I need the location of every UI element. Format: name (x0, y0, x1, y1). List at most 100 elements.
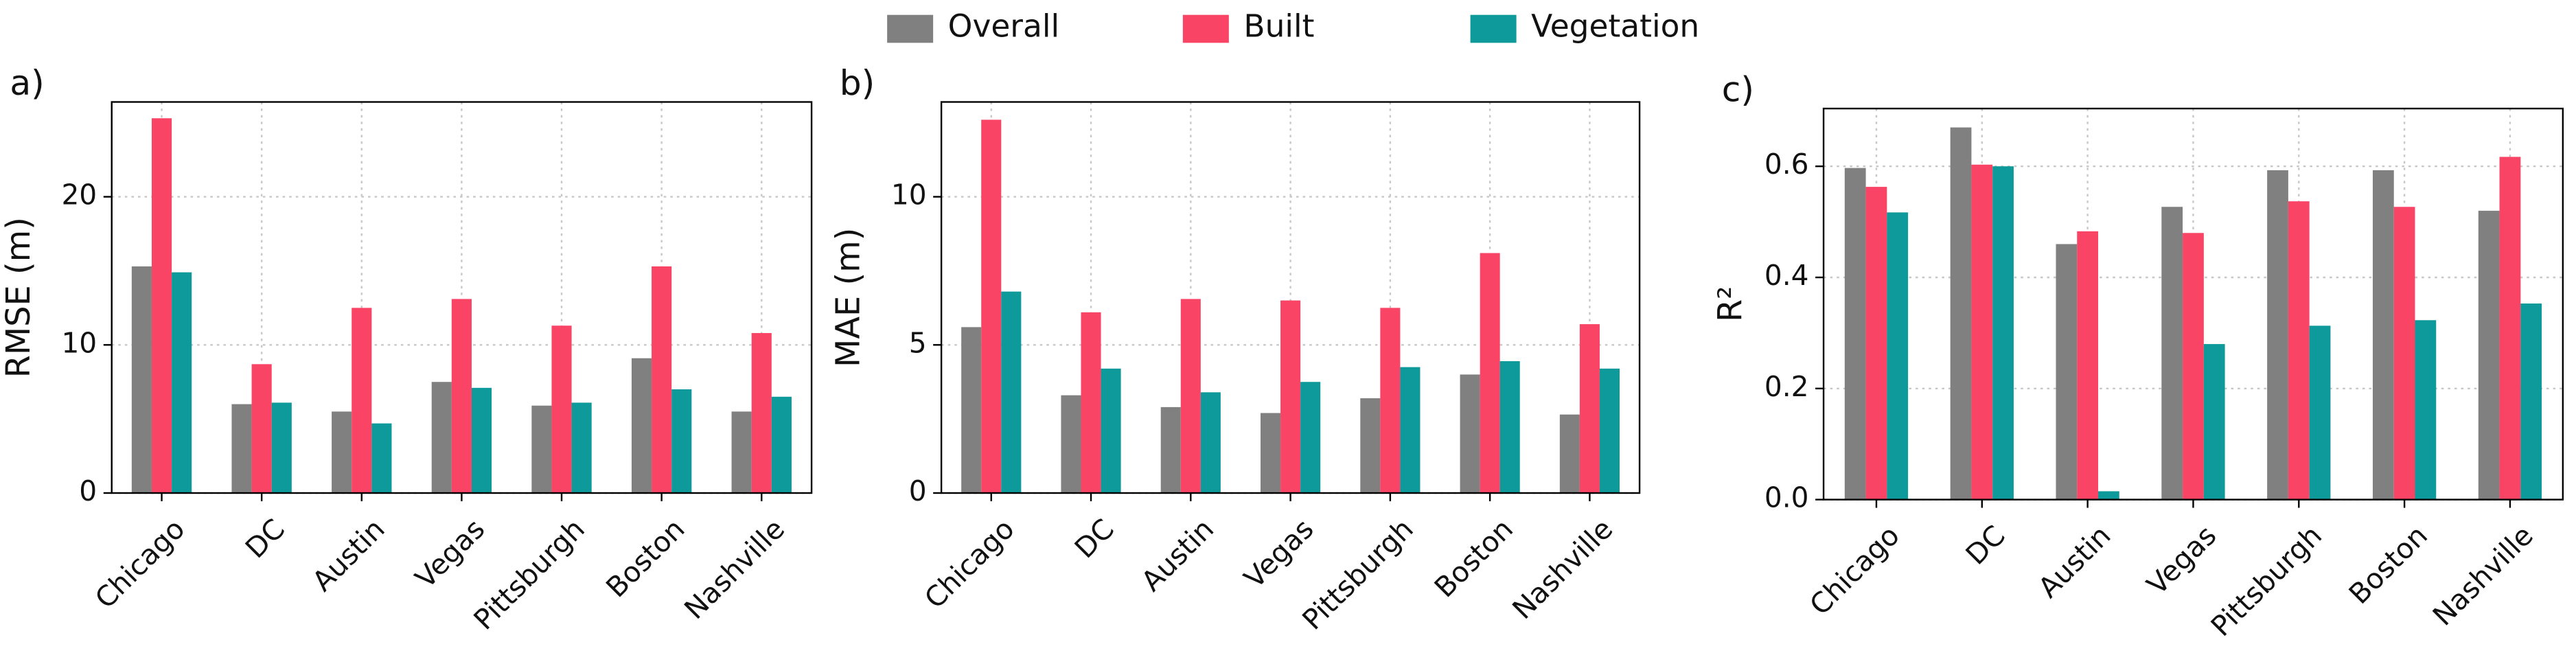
x-tick-label: Vegas (2140, 519, 2222, 602)
x-tick-label: Chicago (918, 512, 1020, 615)
bar (1360, 398, 1381, 493)
bar (751, 333, 772, 493)
bar (1887, 212, 1909, 500)
bar (1380, 308, 1401, 493)
bar (352, 308, 372, 493)
y-tick-label: 0.0 (1764, 481, 1809, 514)
x-tick-label: DC (1959, 519, 2012, 571)
bar (1101, 368, 1121, 493)
bar (2267, 170, 2288, 500)
bar (2203, 344, 2225, 500)
bar (551, 325, 572, 493)
axes-frame (111, 101, 813, 494)
x-tick-label: Nashville (678, 512, 791, 626)
bar (172, 272, 192, 493)
x-tick-label: Boston (1428, 512, 1519, 604)
bar (1081, 312, 1101, 493)
bar (2288, 201, 2310, 500)
bar (332, 411, 352, 493)
bar (1061, 395, 1081, 493)
panel-label: a) (10, 62, 44, 103)
bar (471, 387, 492, 493)
legend-swatch (887, 14, 934, 43)
bar (1300, 382, 1321, 493)
bar (1400, 367, 1421, 493)
y-tick-label: 10 (891, 179, 927, 211)
bar (1480, 253, 1500, 493)
y-tick-label: 0.2 (1764, 370, 1809, 403)
x-tick-label: Austin (1135, 512, 1220, 597)
y-tick-label: 0.6 (1764, 148, 1809, 181)
bar (1200, 392, 1221, 493)
bar (2499, 157, 2521, 500)
bar (571, 402, 592, 493)
x-tick-label: Vegas (409, 512, 491, 595)
bar (671, 389, 692, 493)
legend-label: Overall (948, 8, 1059, 44)
legend-swatch (1182, 14, 1229, 43)
bar (1261, 413, 1281, 493)
bar (631, 358, 652, 493)
x-tick-label: Austin (306, 512, 391, 597)
bar (652, 266, 672, 493)
bar (1844, 168, 1866, 500)
bar (431, 382, 452, 493)
bar (981, 119, 1002, 494)
bar (251, 364, 272, 493)
bar (1180, 299, 1201, 493)
x-tick-label: DC (239, 512, 291, 564)
bar (2077, 231, 2099, 500)
x-tick-label: Vegas (1238, 512, 1320, 595)
bar (151, 118, 172, 494)
x-tick-label: DC (1068, 512, 1120, 564)
bar (1865, 187, 1887, 500)
bar (1992, 166, 2014, 500)
bar (2056, 244, 2078, 500)
x-tick-label: Nashville (1506, 512, 1619, 626)
bar (1599, 368, 1620, 493)
y-axis-label: RMSE (m) (0, 217, 38, 378)
bar (1559, 414, 1580, 493)
y-tick-label: 0.4 (1764, 259, 1809, 292)
x-tick-label: Chicago (89, 512, 191, 615)
bar (1971, 164, 1993, 500)
bar (271, 402, 292, 493)
legend-label: Built (1243, 8, 1314, 44)
bar (231, 404, 252, 493)
bar (961, 327, 982, 493)
bar (2161, 207, 2183, 500)
panel-label: c) (1722, 69, 1754, 110)
bar (2309, 325, 2331, 500)
panel-label: b) (840, 62, 875, 103)
x-tick-label: Nashville (2426, 519, 2540, 632)
y-tick-label: 5 (909, 326, 927, 359)
bar (1499, 361, 1520, 493)
axes-frame (940, 101, 1641, 494)
bar (2415, 320, 2437, 500)
axes-frame (1822, 107, 2564, 501)
x-tick-label: Austin (2032, 519, 2117, 604)
bar (1460, 374, 1480, 493)
bar (1160, 407, 1181, 493)
bar (1001, 291, 1022, 493)
bar (1579, 324, 1600, 493)
bar (2372, 170, 2394, 500)
x-tick-label: Boston (599, 512, 691, 604)
x-tick-label: Chicago (1803, 519, 1905, 621)
bar (131, 266, 152, 493)
x-tick-label: Pittsburgh (2205, 519, 2328, 643)
bar (2520, 304, 2542, 500)
bar (731, 411, 752, 493)
y-tick-label: 0 (79, 474, 97, 507)
y-tick-label: 10 (61, 326, 97, 359)
y-axis-label: R² (1712, 286, 1749, 322)
bar (2393, 207, 2415, 500)
bar (1950, 127, 1972, 500)
bar (371, 423, 392, 493)
bar (2183, 233, 2204, 500)
bar (531, 405, 552, 493)
y-tick-label: 20 (61, 179, 97, 211)
bar (451, 299, 472, 493)
bar (2478, 210, 2500, 500)
